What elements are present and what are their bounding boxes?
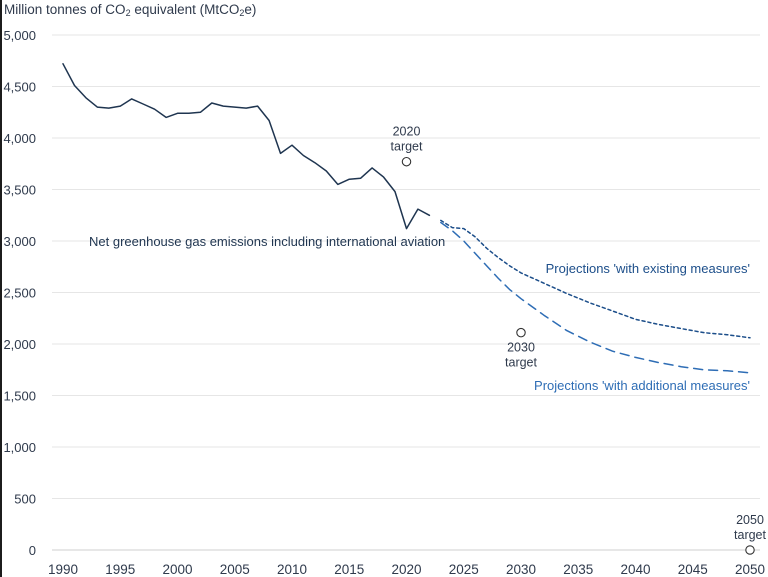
- y-tick-label: 1,500: [3, 389, 36, 404]
- target-label: target: [734, 528, 766, 542]
- x-tick-label: 2020: [391, 562, 421, 577]
- series-label-1: Net greenhouse gas emissions including i…: [89, 234, 445, 249]
- y-tick-label: 3,000: [3, 234, 36, 249]
- x-tick-label: 2015: [334, 562, 364, 577]
- y-tick-label: 3,500: [3, 183, 36, 198]
- target-label: 2050: [736, 513, 764, 527]
- y-tick-label: 500: [14, 492, 36, 507]
- target-label: target: [391, 140, 423, 154]
- target-marker: [401, 156, 412, 167]
- x-tick-label: 2005: [220, 562, 250, 577]
- target-marker: [745, 545, 755, 555]
- target-label: 2020: [393, 125, 421, 139]
- target-marker: [516, 327, 526, 338]
- series-line-3: [440, 221, 751, 374]
- x-tick-label: 2030: [506, 562, 536, 577]
- x-tick-label: 2025: [449, 562, 479, 577]
- y-tick-label: 1,000: [3, 440, 36, 455]
- series-line-2: [440, 219, 751, 339]
- series-label-3: Projections 'with additional measures': [534, 378, 750, 393]
- series-line-1: [62, 63, 431, 230]
- x-tick-label: 2010: [277, 562, 307, 577]
- x-tick-label: 2000: [162, 562, 192, 577]
- x-tick-label: 1995: [105, 562, 135, 577]
- target-label: 2030: [507, 341, 535, 355]
- y-tick-label: 2,500: [3, 286, 36, 301]
- x-tick-label: 2040: [620, 562, 650, 577]
- x-tick-label: 2050: [735, 562, 765, 577]
- series-label-2: Projections 'with existing measures': [546, 261, 750, 276]
- left-edge-bar: [0, 0, 2, 577]
- x-tick-label: 1990: [48, 562, 78, 577]
- y-tick-label: 2,000: [3, 337, 36, 352]
- x-tick-label: 2045: [678, 562, 708, 577]
- y-tick-label: 0: [29, 543, 36, 558]
- y-tick-label: 5,000: [3, 28, 36, 43]
- x-tick-label: 2035: [563, 562, 593, 577]
- y-tick-label: 4,000: [3, 131, 36, 146]
- target-label: target: [505, 356, 537, 370]
- y-tick-label: 4,500: [3, 80, 36, 95]
- y-axis-label: Million tonnes of CO2 equivalent (MtCO2e…: [4, 2, 257, 18]
